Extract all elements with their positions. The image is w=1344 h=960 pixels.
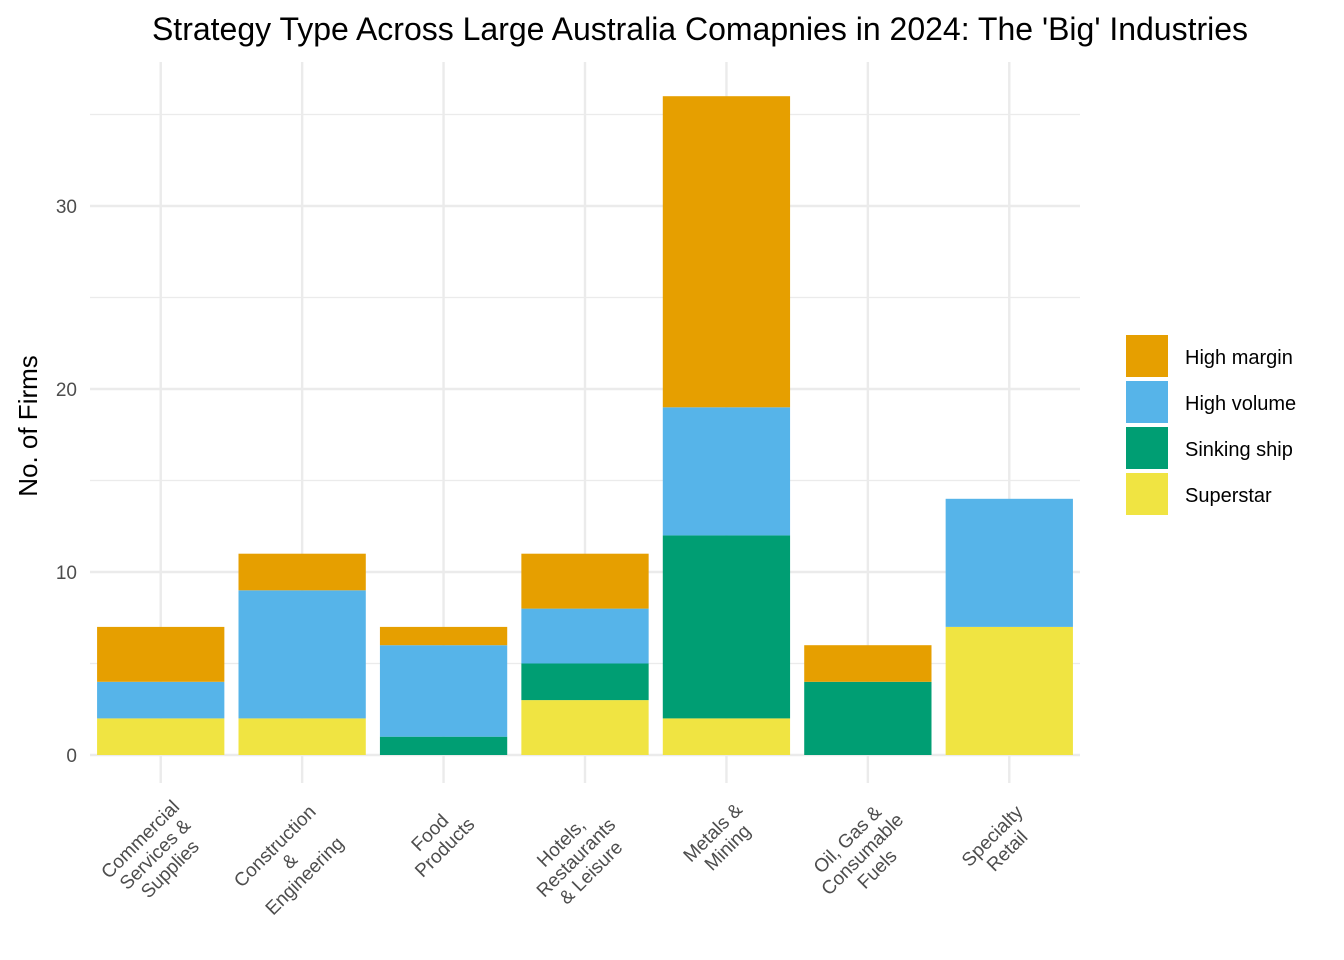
chart-title: Strategy Type Across Large Australia Com…	[152, 11, 1248, 47]
legend-label: High volume	[1185, 393, 1296, 415]
y-tick-label: 10	[56, 563, 77, 584]
legend-swatch	[1126, 335, 1168, 377]
legend-swatch	[1126, 427, 1168, 469]
bar-segment-high-volume	[662, 407, 791, 536]
bar-segment-high-margin	[97, 626, 225, 682]
bar-segment-high-volume	[945, 498, 1073, 627]
y-tick-label: 30	[56, 197, 77, 218]
svg-text:CommercialServices &Supplies: CommercialServices &Supplies	[98, 797, 214, 913]
bar-segment-sinking-ship	[521, 663, 649, 701]
bar-segment-sinking-ship	[804, 681, 932, 755]
x-tick-label: FoodProducts	[397, 799, 480, 882]
bar-group	[804, 645, 932, 755]
bar-group	[945, 498, 1073, 755]
legend-item: High volume	[1126, 381, 1296, 423]
legend-label: Superstar	[1185, 485, 1272, 507]
bar-segment-superstar	[521, 700, 649, 755]
svg-text:SpecialtyRetail: SpecialtyRetail	[958, 802, 1043, 887]
svg-text:Metals &Mining: Metals &Mining	[680, 799, 762, 881]
x-tick-label: Oil, Gas &ConsumableFuels	[803, 795, 923, 915]
x-tick-label: SpecialtyRetail	[958, 802, 1043, 887]
bar-segment-sinking-ship	[662, 535, 791, 719]
bar-segment-superstar	[238, 718, 366, 755]
bar-segment-high-margin	[238, 553, 366, 591]
legend-item: Superstar	[1126, 473, 1272, 515]
x-tick-label: Construction&Engineering	[230, 802, 350, 922]
svg-text:FoodProducts: FoodProducts	[397, 799, 480, 882]
bars	[97, 96, 1073, 755]
bar-segment-sinking-ship	[379, 736, 508, 755]
legend-swatch	[1126, 381, 1168, 423]
y-axis-ticks: 0 10 20 30	[56, 197, 77, 767]
bar-segment-high-volume	[379, 645, 508, 737]
y-tick-label: 20	[56, 380, 77, 401]
x-tick-label: Metals &Mining	[680, 799, 762, 881]
bar-segment-high-volume	[97, 681, 225, 719]
bar-segment-high-margin	[521, 553, 649, 609]
svg-text:Hotels,Restaurants& Leisure: Hotels,Restaurants& Leisure	[518, 800, 635, 917]
bar-segment-superstar	[945, 626, 1073, 755]
svg-text:Construction&Engineering: Construction&Engineering	[230, 802, 350, 922]
legend-item: Sinking ship	[1126, 427, 1293, 469]
y-tick-label: 0	[66, 746, 77, 767]
bar-group	[238, 553, 366, 755]
bar-segment-high-margin	[662, 96, 791, 408]
bar-segment-high-margin	[804, 645, 932, 682]
legend-label: Sinking ship	[1185, 439, 1293, 461]
legend-label: High margin	[1185, 347, 1293, 369]
svg-text:Oil, Gas &ConsumableFuels: Oil, Gas &ConsumableFuels	[803, 795, 923, 915]
bar-group	[521, 553, 649, 755]
bar-segment-high-margin	[379, 626, 508, 646]
bar-segment-high-volume	[238, 590, 366, 719]
legend-item: High margin	[1126, 335, 1293, 377]
bar-group	[379, 626, 508, 755]
bar-group	[97, 626, 225, 755]
x-axis-ticks: CommercialServices &Supplies Construction…	[98, 795, 1043, 922]
legend: High margin High volume Sinking ship Supers…	[1126, 335, 1296, 515]
legend-swatch	[1126, 473, 1168, 515]
bar-group	[662, 96, 791, 755]
x-tick-label: CommercialServices &Supplies	[98, 797, 214, 913]
bar-segment-superstar	[662, 718, 791, 755]
x-tick-label: Hotels,Restaurants& Leisure	[518, 800, 635, 917]
bar-segment-superstar	[97, 718, 225, 755]
bar-segment-high-volume	[521, 608, 649, 664]
y-axis-label: No. of Firms	[13, 355, 43, 497]
